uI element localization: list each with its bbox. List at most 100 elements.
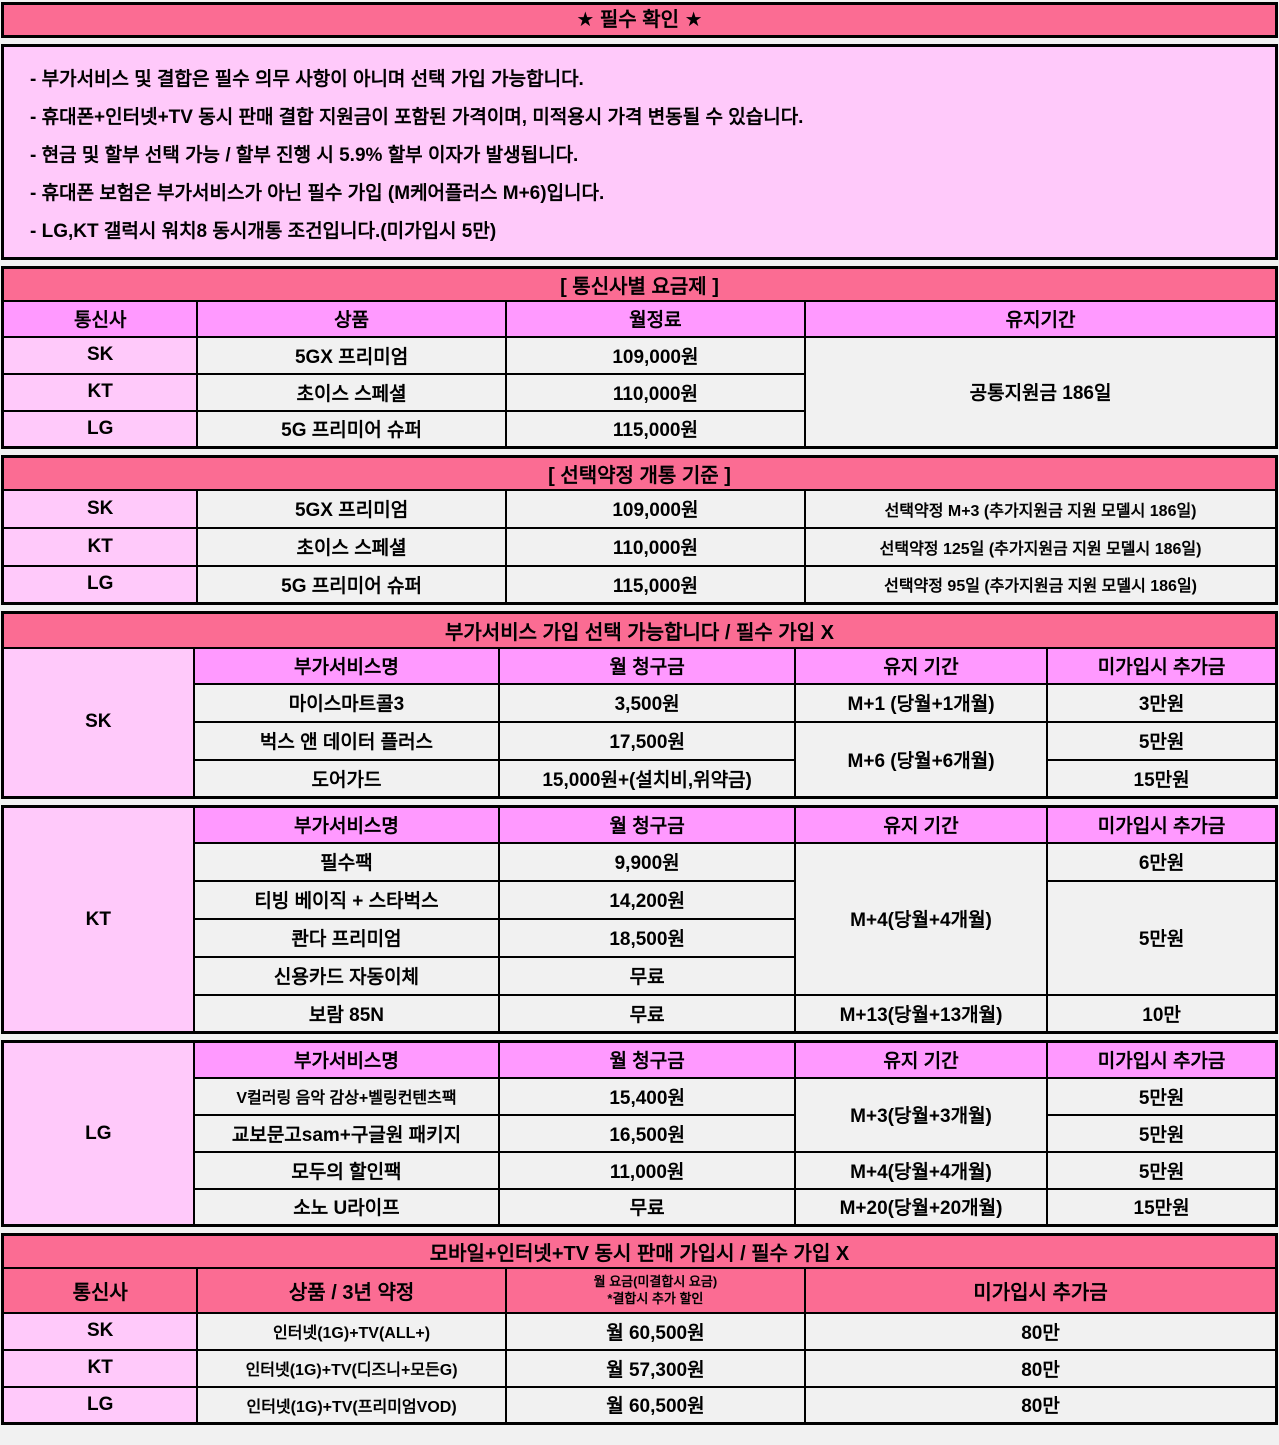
table-row: SK 5GX 프리미엄 109,000원 공통지원금 186일 xyxy=(1,335,1278,449)
fee-cell: 110,000원 xyxy=(504,526,807,567)
retention-merged-cell: M+6 (당월+6개월) xyxy=(793,720,1049,799)
fee-cell: 무료 xyxy=(498,955,796,996)
retention-cell: M+13(당월+13개월) xyxy=(793,993,1049,1034)
fee-cell: 11,000원 xyxy=(498,1150,796,1190)
addon-name-cell: 보람 85N xyxy=(192,993,501,1034)
bundle-table-title: 모바일+인터넷+TV 동시 판매 가입시 / 필수 가입 X xyxy=(1,1233,1278,1269)
retention-merged-cell: M+3(당월+3개월) xyxy=(793,1076,1049,1153)
table-row: 마이스마트콜3 3,500원 M+1 (당월+1개월) 3만원 xyxy=(3,682,1278,723)
carrier-cell: KT xyxy=(1,1348,199,1388)
addon-name-cell: 티빙 베이직 + 스타벅스 xyxy=(192,879,501,920)
carrier-logo-sk: SK xyxy=(1,646,195,799)
fee-cell: 109,000원 xyxy=(504,335,807,375)
product-cell: 초이스 스페셜 xyxy=(196,372,507,412)
table-row: 교보문고sam+구글원 패키지 16,500원 5만원 xyxy=(3,1113,1278,1153)
col-header-addon-name: 부가서비스명 xyxy=(192,805,501,844)
fee-cell: 월 57,300원 xyxy=(504,1348,807,1388)
plan-table: [ 통신사별 요금제 ] 통신사 상품 월정료 유지기간 SK 5GX 프리미엄… xyxy=(1,266,1278,449)
product-cell: 인터넷(1G)+TV(프리미엄VOD) xyxy=(196,1385,507,1425)
fee-cell: 15,000원+(설치비,위약금) xyxy=(498,758,796,799)
col-header-penalty: 미가입시 추가금 xyxy=(1046,646,1278,685)
table-row: SK 5GX 프리미엄 109,000원 선택약정 M+3 (추가지원금 지원 … xyxy=(1,488,1278,529)
product-cell: 인터넷(1G)+TV(ALL+) xyxy=(196,1311,507,1351)
notice-box: - 부가서비스 및 결합은 필수 의무 사항이 아니며 선택 가입 가능합니다.… xyxy=(1,44,1278,260)
retention-cell: 선택약정 95일 (추가지원금 지원 모델시 186일) xyxy=(804,564,1278,605)
carrier-cell: SK xyxy=(1,335,199,375)
product-cell: 5G 프리미어 슈퍼 xyxy=(196,564,507,605)
carrier-cell: SK xyxy=(1,1311,199,1351)
table-row: KT 초이스 스페셜 110,000원 선택약정 125일 (추가지원금 지원 … xyxy=(1,526,1278,567)
fee-cell: 월 60,500원 xyxy=(504,1311,807,1351)
table-row: 필수팩 9,900원 M+4(당월+4개월) 6만원 xyxy=(3,841,1278,996)
table-row: 소노 U라이프 무료 M+20(당월+20개월) 15만원 xyxy=(3,1187,1278,1227)
fee-cell: 115,000원 xyxy=(504,409,807,449)
col-header-monthly-fee: 월 청구금 xyxy=(498,1040,796,1079)
product-cell: 5GX 프리미엄 xyxy=(196,488,507,529)
addon-name-cell: 신용카드 자동이체 xyxy=(192,955,501,996)
retention-cell: M+20(당월+20개월) xyxy=(793,1187,1049,1227)
col-header-fee: 월정료 xyxy=(504,299,807,338)
bundle-fee-header-line2: *결합시 추가 할인 xyxy=(607,1291,704,1306)
fee-cell: 14,200원 xyxy=(498,879,796,920)
table-row: 도어가드 15,000원+(설치비,위약금) 15만원 xyxy=(3,758,1278,799)
table-row: LG 인터넷(1G)+TV(프리미엄VOD) 월 60,500원 80만 xyxy=(1,1385,1278,1425)
penalty-cell: 3만원 xyxy=(1046,682,1278,723)
table-row: V컬러링 음악 감상+벨링컨텐츠팩 15,400원 M+3(당월+3개월) 5만… xyxy=(3,1076,1278,1153)
addon-name-cell: 필수팩 xyxy=(192,841,501,882)
carrier-cell: LG xyxy=(1,1385,199,1425)
addon-sk-section: 부가서비스 가입 선택 가능합니다 / 필수 가입 X SK 부가서비스명 월 … xyxy=(1,611,1278,799)
product-cell: 초이스 스페셜 xyxy=(196,526,507,567)
notice-line: - 휴대폰 보험은 부가서비스가 아닌 필수 가입 (M케어플러스 M+6)입니… xyxy=(30,183,605,204)
penalty-cell: 10만 xyxy=(1046,993,1278,1034)
bundle-fee-header-line1: 월 요금(미결합시 요금) xyxy=(593,1274,718,1289)
col-header-monthly-fee: 월 청구금 xyxy=(498,646,796,685)
retention-merged-cell: M+4(당월+4개월) xyxy=(793,841,1049,996)
table-row: 신용카드 자동이체 무료 xyxy=(3,955,1277,996)
retention-cell: 선택약정 125일 (추가지원금 지원 모델시 186일) xyxy=(804,526,1278,567)
addon-name-cell: V컬러링 음악 감상+벨링컨텐츠팩 xyxy=(192,1076,501,1116)
addon-kt-table: KT 부가서비스명 월 청구금 유지 기간 미가입시 추가금 필수팩 9,900… xyxy=(1,805,1278,1034)
bundle-table-section: 모바일+인터넷+TV 동시 판매 가입시 / 필수 가입 X 통신사 상품 / … xyxy=(1,1233,1278,1425)
penalty-cell: 80만 xyxy=(804,1385,1278,1425)
fee-cell: 16,500원 xyxy=(498,1113,796,1153)
plan-table-section: [ 통신사별 요금제 ] 통신사 상품 월정료 유지기간 SK 5GX 프리미엄… xyxy=(1,266,1278,449)
table-row: 모두의 할인팩 11,000원 M+4(당월+4개월) 5만원 xyxy=(3,1150,1278,1190)
col-header-carrier: 통신사 xyxy=(1,1266,199,1314)
table-row: SK 인터넷(1G)+TV(ALL+) 월 60,500원 80만 xyxy=(1,1311,1278,1351)
fee-cell: 월 60,500원 xyxy=(504,1385,807,1425)
fee-cell: 18,500원 xyxy=(498,917,796,958)
select-plan-table: [ 선택약정 개통 기준 ] SK 5GX 프리미엄 109,000원 선택약정… xyxy=(1,455,1278,605)
fee-cell: 15,400원 xyxy=(498,1076,796,1116)
addon-name-cell: 도어가드 xyxy=(192,758,501,799)
retention-cell: M+4(당월+4개월) xyxy=(793,1150,1049,1190)
product-cell: 인터넷(1G)+TV(디즈니+모든G) xyxy=(196,1348,507,1388)
bundle-table: 모바일+인터넷+TV 동시 판매 가입시 / 필수 가입 X 통신사 상품 / … xyxy=(1,1233,1278,1425)
table-row: 벅스 앤 데이터 플러스 17,500원 M+6 (당월+6개월) 5만원 xyxy=(3,720,1278,799)
penalty-cell: 5만원 xyxy=(1046,1113,1278,1153)
col-header-product: 상품 / 3년 약정 xyxy=(196,1266,507,1314)
addon-name-cell: 마이스마트콜3 xyxy=(192,682,501,723)
notice-line: - 부가서비스 및 결합은 필수 의무 사항이 아니며 선택 가입 가능합니다. xyxy=(30,69,584,90)
retention-cell: M+1 (당월+1개월) xyxy=(793,682,1049,723)
penalty-cell: 5만원 xyxy=(1046,720,1278,761)
col-header-penalty: 미가입시 추가금 xyxy=(1046,805,1278,844)
fee-cell: 3,500원 xyxy=(498,682,796,723)
col-header-penalty: 미가입시 추가금 xyxy=(804,1266,1278,1314)
table-row: KT 초이스 스페셜 110,000원 xyxy=(1,372,1277,412)
product-cell: 5GX 프리미엄 xyxy=(196,335,507,375)
select-plan-table-title: [ 선택약정 개통 기준 ] xyxy=(1,455,1278,491)
penalty-cell: 15만원 xyxy=(1046,1187,1278,1227)
col-header-retention: 유지 기간 xyxy=(793,1040,1049,1079)
carrier-cell: KT xyxy=(1,372,199,412)
penalty-merged-cell: 5만원 xyxy=(1046,879,1278,996)
col-header-retention: 유지 기간 xyxy=(793,646,1049,685)
col-header-bundle-fee: 월 요금(미결합시 요금) *결합시 추가 할인 xyxy=(504,1266,807,1314)
select-plan-table-section: [ 선택약정 개통 기준 ] SK 5GX 프리미엄 109,000원 선택약정… xyxy=(1,455,1278,605)
col-header-penalty: 미가입시 추가금 xyxy=(1046,1040,1278,1079)
carrier-cell: LG xyxy=(1,564,199,605)
fee-cell: 17,500원 xyxy=(498,720,796,761)
fee-cell: 109,000원 xyxy=(504,488,807,529)
table-row: KT 인터넷(1G)+TV(디즈니+모든G) 월 57,300원 80만 xyxy=(1,1348,1278,1388)
col-header-retention: 유지 기간 xyxy=(793,805,1049,844)
addon-banner: 부가서비스 가입 선택 가능합니다 / 필수 가입 X xyxy=(1,611,1278,649)
